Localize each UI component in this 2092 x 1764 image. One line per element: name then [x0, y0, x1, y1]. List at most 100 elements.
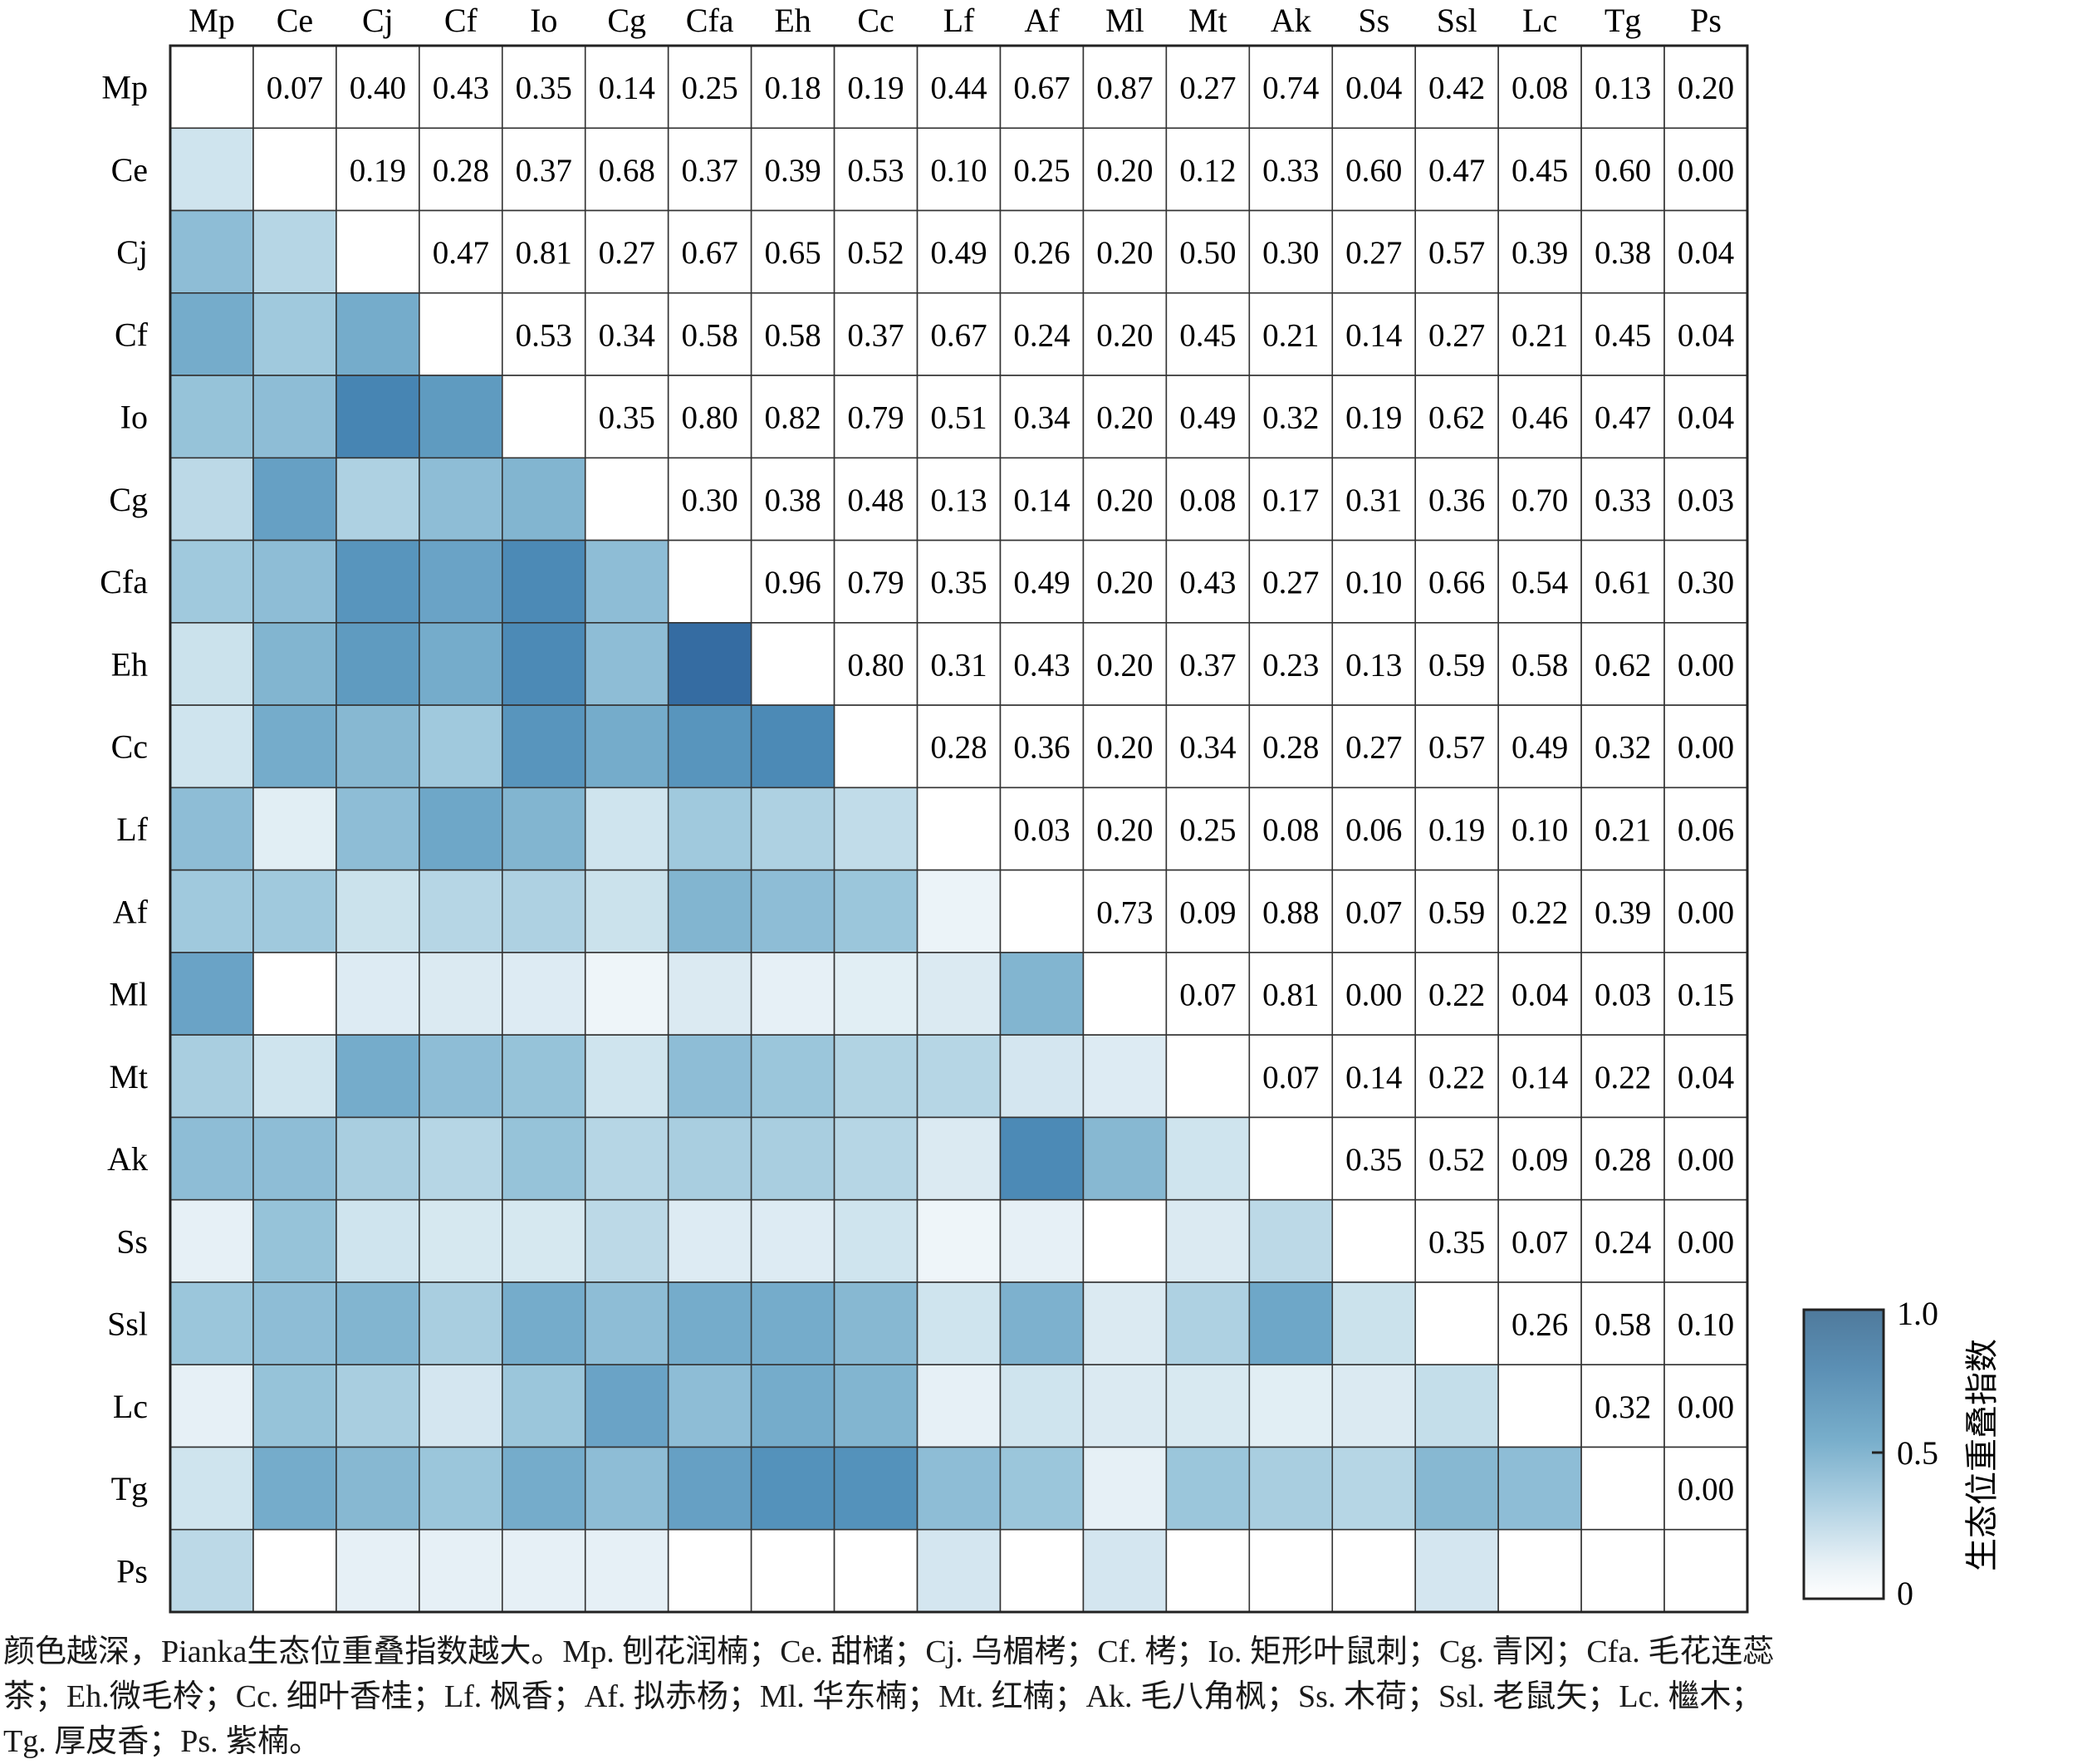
- value-label-Ak-Ps: 0.00: [1678, 1142, 1734, 1178]
- lower-cell-Cg-Mp: [169, 457, 254, 541]
- value-label-Ce-Eh: 0.39: [764, 153, 821, 189]
- value-label-Io-Mt: 0.49: [1179, 400, 1236, 436]
- diagonal-cell-Ce: [252, 127, 337, 212]
- lower-cell-Lc-Ak: [1248, 1364, 1334, 1448]
- value-label-Ce-Cc: 0.53: [847, 153, 904, 189]
- value-label-Ce-Tg: 0.60: [1595, 153, 1651, 189]
- value-label-Ss-Ssl: 0.35: [1428, 1224, 1485, 1260]
- lower-cell-Ml-Af: [999, 952, 1085, 1036]
- row-label-Af: Af: [113, 893, 149, 930]
- value-label-Mp-Cg: 0.14: [599, 71, 655, 106]
- value-label-Ce-Ssl: 0.47: [1428, 153, 1485, 189]
- value-label-Ce-Ak: 0.33: [1262, 153, 1319, 189]
- lower-cell-Ak-Ce: [252, 1116, 337, 1201]
- upper-cell-Ml-Ss: [1331, 952, 1417, 1036]
- upper-cell-Ssl-Tg: [1580, 1281, 1665, 1366]
- colorbar-label-min: 0: [1897, 1575, 1913, 1612]
- lower-cell-Lf-Ce: [252, 786, 337, 871]
- upper-cell-Mp-Cj: [336, 45, 420, 130]
- value-label-Cf-Cc: 0.37: [847, 317, 904, 353]
- lower-cell-Ps-Ml: [1082, 1528, 1168, 1613]
- lower-cell-Lc-Mp: [169, 1364, 254, 1448]
- lower-cell-Cf-Mp: [169, 292, 254, 376]
- value-label-Cg-Cfa: 0.30: [682, 483, 738, 518]
- value-label-Io-Lc: 0.46: [1511, 400, 1568, 436]
- row-label-Cf: Cf: [115, 316, 149, 353]
- value-label-Ml-Ss: 0.00: [1345, 978, 1402, 1013]
- value-label-Eh-Cc: 0.80: [847, 647, 904, 683]
- value-label-Cf-Af: 0.24: [1013, 317, 1070, 353]
- lower-cell-Io-Cj: [336, 375, 420, 459]
- lower-cell-Ss-Lf: [916, 1198, 1002, 1283]
- value-label-Ce-Lc: 0.45: [1511, 153, 1568, 189]
- column-label-Af: Af: [1024, 2, 1060, 39]
- upper-cell-Cc-Ps: [1663, 704, 1748, 789]
- value-label-Cj-Tg: 0.38: [1595, 235, 1651, 271]
- lower-cell-Lf-Cfa: [667, 786, 752, 871]
- value-label-Ml-Lc: 0.04: [1511, 978, 1568, 1013]
- column-label-Mp: Mp: [189, 2, 235, 39]
- value-label-Af-Lc: 0.22: [1511, 894, 1568, 930]
- lower-cell-Tg-Cj: [336, 1446, 420, 1531]
- value-label-Ce-Cj: 0.19: [350, 153, 406, 189]
- value-label-Af-Ps: 0.00: [1678, 894, 1734, 930]
- value-label-Ce-Ss: 0.60: [1345, 153, 1402, 189]
- value-label-Io-Ssl: 0.62: [1428, 400, 1485, 436]
- lower-cell-Lc-Cj: [336, 1364, 420, 1448]
- row-label-Lc: Lc: [113, 1388, 148, 1425]
- value-label-Cfa-Ml: 0.20: [1096, 565, 1153, 600]
- caption-line: Tg. 厚皮香；Ps. 紫楠。: [3, 1724, 321, 1759]
- colorbar: 1.0 0.5 0 生态位重叠指数: [1802, 1295, 2001, 1612]
- upper-cell-Eh-Ss: [1331, 622, 1417, 706]
- value-label-Cfa-Af: 0.49: [1013, 565, 1070, 600]
- upper-cell-Lf-Ssl: [1414, 786, 1499, 871]
- value-label-Cj-Cfa: 0.67: [682, 235, 738, 271]
- lower-cell-Cc-Cj: [336, 704, 420, 789]
- lower-cell-Ps-Eh: [750, 1528, 835, 1613]
- row-label-Cfa: Cfa: [100, 563, 148, 600]
- lower-cell-Ss-Io: [501, 1198, 586, 1283]
- value-label-Io-Cfa: 0.80: [682, 400, 738, 436]
- value-label-Cfa-Ssl: 0.66: [1428, 565, 1485, 600]
- lower-cell-Io-Mp: [169, 375, 254, 459]
- lower-cell-Ss-Cf: [419, 1198, 503, 1283]
- value-label-Cg-Lf: 0.13: [930, 483, 987, 518]
- value-label-Ak-Lc: 0.09: [1511, 1142, 1568, 1178]
- diagonal-cell-Af: [999, 869, 1085, 953]
- value-label-Ssl-Tg: 0.58: [1595, 1307, 1651, 1343]
- value-label-Eh-Ak: 0.23: [1262, 647, 1319, 683]
- value-label-Cc-Mt: 0.34: [1179, 730, 1236, 766]
- figure-caption: 颜色越深，Pianka生态位重叠指数越大。Mp. 刨花润楠；Ce. 甜槠；Cj.…: [3, 1629, 2088, 1764]
- upper-cell-Ce-Io: [501, 127, 586, 212]
- lower-cell-Ssl-Af: [999, 1281, 1085, 1366]
- column-label-Cfa: Cfa: [686, 2, 734, 39]
- lower-cell-Tg-Eh: [750, 1446, 835, 1531]
- upper-cell-Cc-Ss: [1331, 704, 1417, 789]
- upper-cell-Cfa-Cc: [833, 539, 919, 624]
- lower-cell-Ssl-Ak: [1248, 1281, 1334, 1366]
- upper-cell-Cf-Eh: [750, 292, 835, 376]
- lower-cell-Ss-Cc: [833, 1198, 919, 1283]
- row-label-Ps: Ps: [116, 1552, 148, 1590]
- value-label-Io-Cg: 0.35: [599, 400, 655, 436]
- lower-cell-Ssl-Eh: [750, 1281, 835, 1366]
- value-label-Af-Tg: 0.39: [1595, 894, 1651, 930]
- upper-cell-Lf-Mt: [1165, 786, 1251, 871]
- diagonal-cell-Cc: [833, 704, 919, 789]
- value-label-Cc-Lf: 0.28: [930, 730, 987, 766]
- value-label-Ml-Ssl: 0.22: [1428, 978, 1485, 1013]
- upper-cell-Cfa-Eh: [750, 539, 835, 624]
- upper-cell-Af-Ps: [1663, 869, 1748, 953]
- lower-cell-Af-Ce: [252, 869, 337, 953]
- lower-cell-Lf-Io: [501, 786, 586, 871]
- upper-cell-Cc-Ak: [1248, 704, 1334, 789]
- upper-cell-Mt-Tg: [1580, 1034, 1665, 1119]
- lower-cell-Mt-Cc: [833, 1034, 919, 1119]
- column-label-Eh: Eh: [774, 2, 811, 39]
- value-label-Mp-Ps: 0.20: [1678, 71, 1734, 106]
- upper-cell-Cfa-Ml: [1082, 539, 1168, 624]
- upper-cell-Mp-Cc: [833, 45, 919, 130]
- value-label-Mp-Cf: 0.43: [433, 71, 489, 106]
- value-label-Mp-Cj: 0.40: [350, 71, 406, 106]
- value-label-Mt-Ps: 0.04: [1678, 1060, 1734, 1095]
